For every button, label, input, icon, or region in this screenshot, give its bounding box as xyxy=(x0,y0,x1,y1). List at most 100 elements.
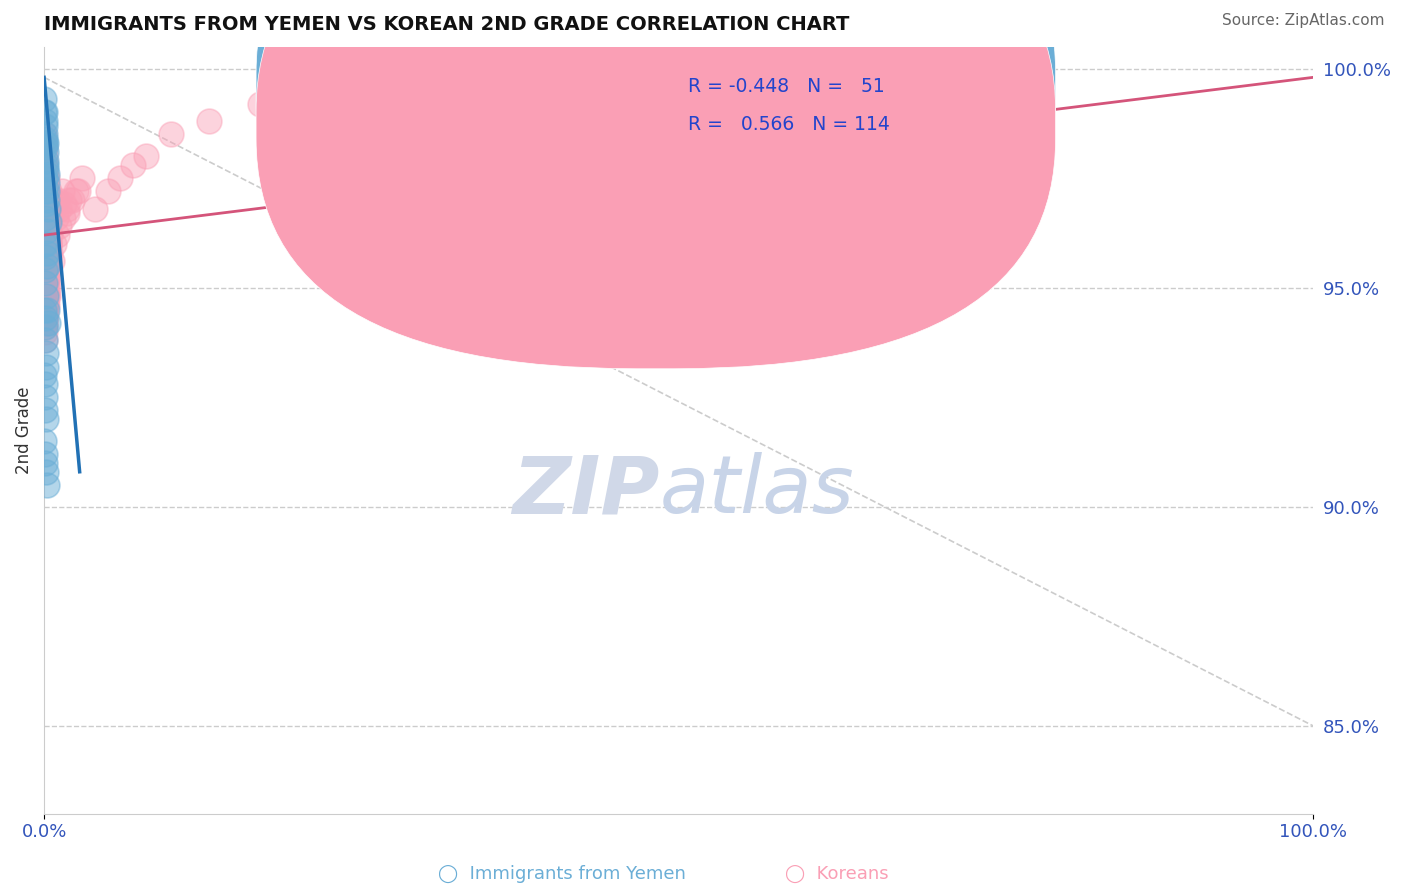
Point xyxy=(35,158,58,172)
FancyBboxPatch shape xyxy=(609,54,995,158)
Point xyxy=(34,311,56,326)
Point xyxy=(37,263,59,277)
Point xyxy=(34,302,56,317)
Point xyxy=(44,211,66,225)
Text: ◯  Koreans: ◯ Koreans xyxy=(785,864,889,883)
Point xyxy=(37,316,59,330)
Point xyxy=(34,368,56,383)
Point xyxy=(44,236,66,251)
Point xyxy=(34,224,56,238)
Point xyxy=(34,136,56,150)
Point xyxy=(34,281,56,295)
Text: Source: ZipAtlas.com: Source: ZipAtlas.com xyxy=(1222,13,1385,28)
Point xyxy=(34,202,56,216)
Text: R = -0.448   N =   51: R = -0.448 N = 51 xyxy=(688,77,884,96)
Point xyxy=(35,254,58,268)
Point xyxy=(45,228,67,243)
Point xyxy=(56,202,79,216)
Point xyxy=(921,66,943,80)
Point xyxy=(37,263,59,277)
Point xyxy=(997,70,1019,85)
Point xyxy=(38,236,60,251)
Point xyxy=(37,184,59,198)
Point xyxy=(35,478,58,492)
Text: R =   0.566   N = 114: R = 0.566 N = 114 xyxy=(688,115,890,135)
Point xyxy=(34,289,56,303)
Text: ZIP: ZIP xyxy=(512,452,659,531)
Point xyxy=(35,289,58,303)
Point xyxy=(35,176,58,190)
Point xyxy=(34,263,56,277)
Point xyxy=(38,215,60,229)
Point xyxy=(39,197,62,211)
Point xyxy=(34,211,56,225)
Point xyxy=(34,128,56,142)
Point xyxy=(34,131,56,145)
Point xyxy=(35,171,58,186)
Point xyxy=(160,128,183,142)
Point xyxy=(35,167,58,181)
Point xyxy=(35,263,58,277)
Point xyxy=(35,245,58,260)
Point xyxy=(34,302,56,317)
FancyBboxPatch shape xyxy=(256,0,1056,330)
Point xyxy=(34,456,56,470)
Point xyxy=(35,145,58,159)
Point xyxy=(37,202,59,216)
Point xyxy=(34,250,56,264)
Point xyxy=(35,254,58,268)
Point xyxy=(34,171,56,186)
Point xyxy=(34,447,56,461)
Point xyxy=(287,87,309,102)
Point xyxy=(35,136,58,150)
Point xyxy=(38,184,60,198)
Point xyxy=(41,254,63,268)
Point xyxy=(34,215,56,229)
FancyBboxPatch shape xyxy=(256,0,1056,368)
Text: IMMIGRANTS FROM YEMEN VS KOREAN 2ND GRADE CORRELATION CHART: IMMIGRANTS FROM YEMEN VS KOREAN 2ND GRAD… xyxy=(44,15,849,34)
Point xyxy=(35,184,58,198)
Point xyxy=(35,412,58,426)
Point xyxy=(35,289,58,303)
Point xyxy=(35,162,58,177)
Point xyxy=(34,140,56,154)
Point xyxy=(34,320,56,334)
Point xyxy=(37,193,59,207)
Point xyxy=(34,302,56,317)
Point xyxy=(37,193,59,207)
Point xyxy=(35,193,58,207)
Point xyxy=(34,377,56,392)
Point xyxy=(37,272,59,286)
Point xyxy=(34,390,56,404)
Point xyxy=(34,119,56,133)
Point xyxy=(34,197,56,211)
Point xyxy=(35,359,58,374)
Point xyxy=(35,268,58,282)
Point xyxy=(34,311,56,326)
Point xyxy=(34,289,56,303)
Point xyxy=(35,224,58,238)
Point xyxy=(34,281,56,295)
Point xyxy=(39,228,62,243)
Point xyxy=(35,298,58,312)
Point xyxy=(41,206,63,220)
Y-axis label: 2nd Grade: 2nd Grade xyxy=(15,386,32,474)
Point xyxy=(34,167,56,181)
Point xyxy=(34,285,56,299)
Point xyxy=(37,289,59,303)
Point xyxy=(135,149,157,163)
Point xyxy=(35,289,58,303)
Point xyxy=(37,184,59,198)
Point xyxy=(34,92,56,106)
Point xyxy=(37,254,59,268)
Text: atlas: atlas xyxy=(659,452,855,531)
Point xyxy=(60,193,83,207)
Point xyxy=(37,245,59,260)
Point xyxy=(34,136,56,150)
Point xyxy=(34,298,56,312)
Point xyxy=(39,245,62,260)
Point xyxy=(34,236,56,251)
Point xyxy=(52,211,75,225)
Point xyxy=(35,236,58,251)
Point xyxy=(34,162,56,177)
